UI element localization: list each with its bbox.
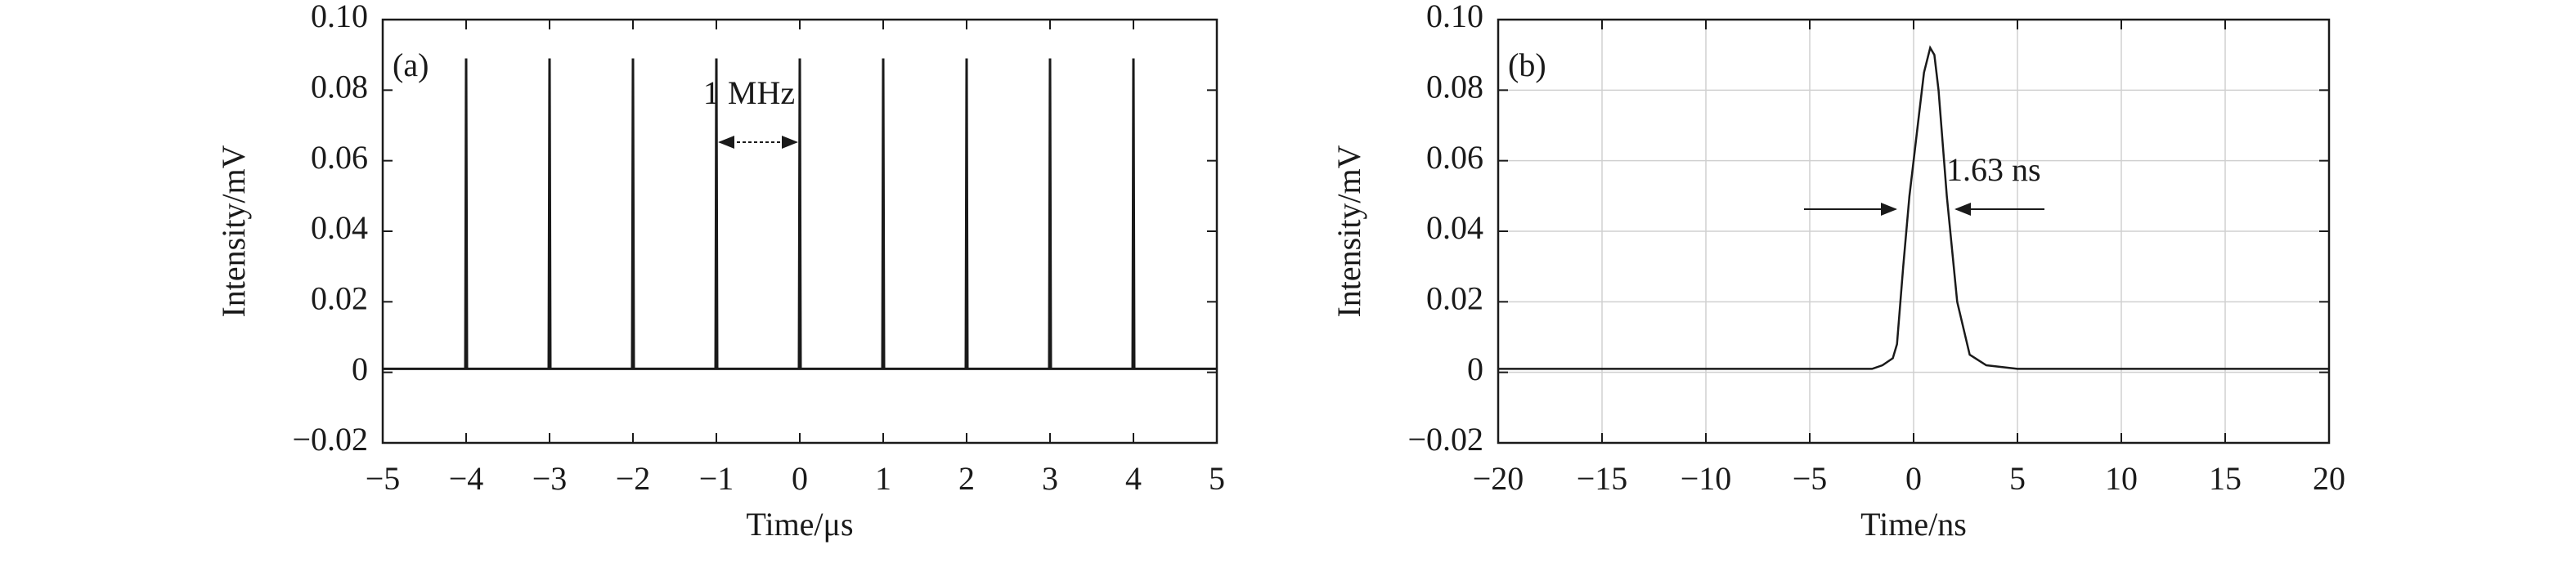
y-tick-label: 0.02 — [1426, 280, 1483, 317]
annotation: 1.63 ns — [1946, 151, 2041, 188]
x-tick-label: −5 — [1793, 460, 1828, 497]
y-tick-label: 0.02 — [311, 280, 368, 317]
y-tick-label: −0.02 — [1407, 421, 1483, 458]
x-tick-label: 1 — [875, 460, 891, 497]
y-tick-label: 0.10 — [311, 0, 368, 34]
x-tick-label: 5 — [2009, 460, 2026, 497]
x-tick-label: −2 — [616, 460, 651, 497]
x-tick-label: 4 — [1125, 460, 1142, 497]
x-tick-label: −4 — [449, 460, 484, 497]
x-tick-label: −1 — [699, 460, 734, 497]
y-axis-label: Intensity/mV — [215, 145, 252, 317]
x-tick-label: −20 — [1473, 460, 1524, 497]
y-axis-label: Intensity/mV — [1331, 145, 1367, 317]
y-tick-label: 0 — [352, 351, 368, 387]
x-tick-label: −5 — [366, 460, 401, 497]
plot-frame — [381, 18, 1218, 445]
y-tick-label: 0.08 — [1426, 69, 1483, 105]
x-axis-label: Time/μs — [746, 506, 853, 543]
x-tick-label: 15 — [2209, 460, 2242, 497]
panel-label: (b) — [1508, 47, 1546, 83]
x-tick-label: −3 — [532, 460, 568, 497]
x-tick-label: 3 — [1042, 460, 1058, 497]
y-tick-label: 0.04 — [1426, 209, 1483, 246]
x-tick-label: −10 — [1681, 460, 1732, 497]
annotation: 1 MHz — [703, 74, 795, 111]
plot-frame — [1497, 18, 2331, 445]
data-line — [1498, 45, 2329, 370]
data-line — [383, 58, 1217, 370]
x-axis-label: Time/ns — [1860, 506, 1967, 543]
x-tick-label: 10 — [2105, 460, 2138, 497]
y-tick-label: 0.10 — [1426, 0, 1483, 34]
y-tick-label: 0.04 — [311, 209, 368, 246]
y-tick-label: 0.08 — [311, 69, 368, 105]
x-tick-label: −15 — [1577, 460, 1628, 497]
x-tick-label: 2 — [958, 460, 975, 497]
y-tick-label: 0.06 — [1426, 139, 1483, 176]
x-tick-label: 20 — [2313, 460, 2345, 497]
x-tick-label: 0 — [792, 460, 808, 497]
y-tick-label: 0 — [1467, 351, 1483, 387]
y-tick-label: −0.02 — [292, 421, 368, 458]
x-tick-label: 0 — [1905, 460, 1922, 497]
y-tick-label: 0.06 — [311, 139, 368, 176]
panel-label: (a) — [393, 47, 429, 83]
x-tick-label: 5 — [1209, 460, 1225, 497]
